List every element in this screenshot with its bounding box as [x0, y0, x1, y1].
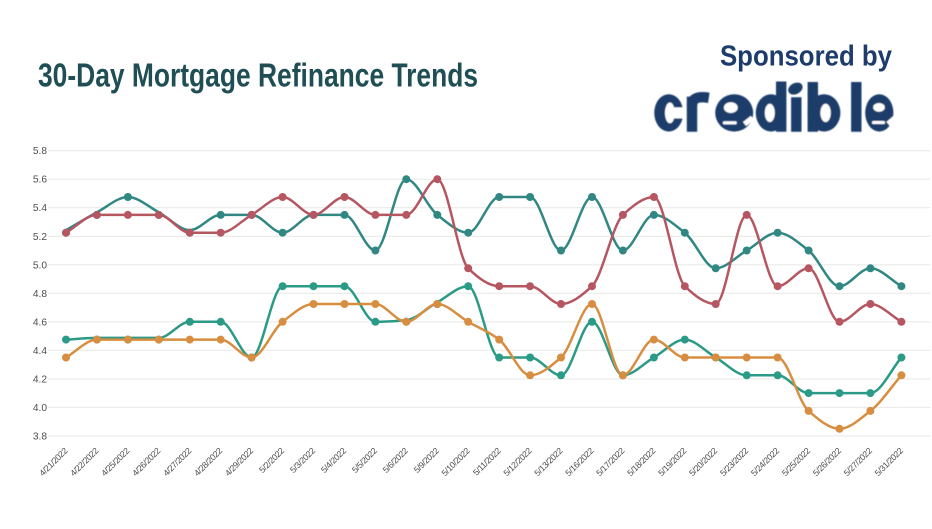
svg-text:4.0: 4.0 [33, 403, 47, 414]
svg-text:5.6: 5.6 [33, 175, 47, 186]
svg-text:5.8: 5.8 [33, 146, 47, 157]
svg-text:30-Day Mortgage Refinance Tren: 30-Day Mortgage Refinance Trends [38, 58, 478, 94]
svg-text:5.4: 5.4 [33, 203, 47, 214]
svg-text:5.0: 5.0 [33, 260, 47, 271]
svg-text:4.4: 4.4 [33, 346, 47, 357]
svg-text:4.8: 4.8 [33, 289, 47, 300]
svg-text:3.8: 3.8 [33, 431, 47, 442]
svg-text:Sponsored by: Sponsored by [720, 39, 893, 72]
svg-text:4.2: 4.2 [33, 374, 47, 385]
svg-text:5.2: 5.2 [33, 232, 47, 243]
svg-text:4.6: 4.6 [33, 317, 47, 328]
